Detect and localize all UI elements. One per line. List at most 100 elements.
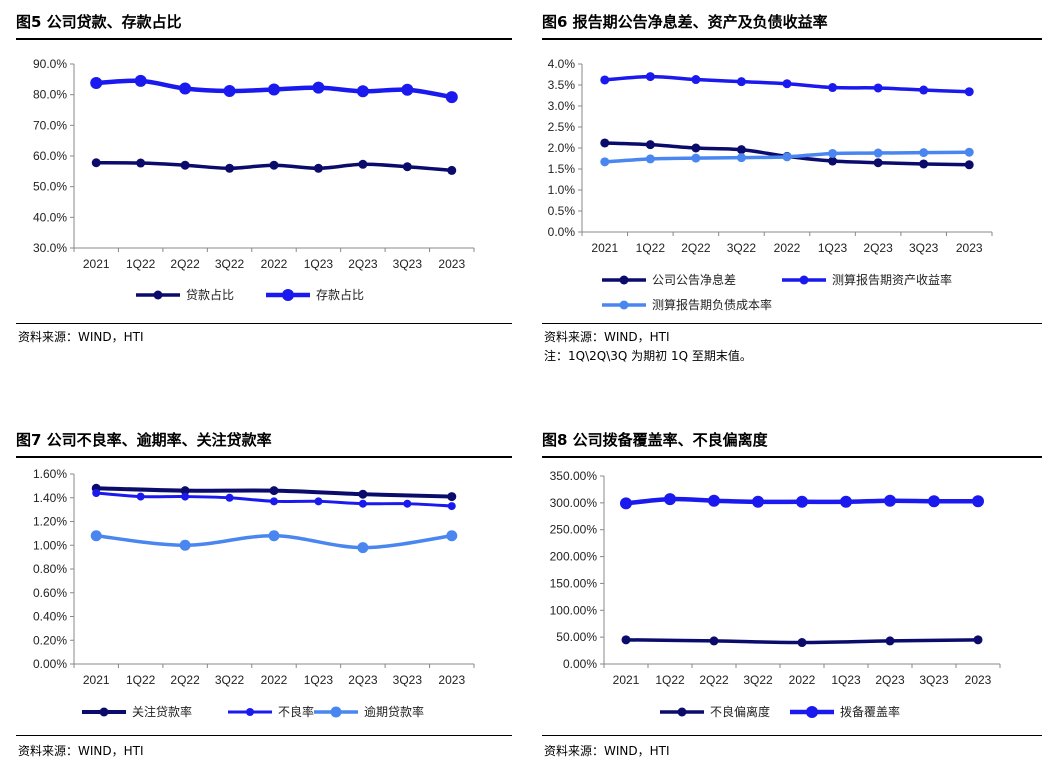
chart-3-plot: 0.00% 0.20% 0.40% 0.60% 0.80% 1.00% 1.20% 1.40%…	[33, 467, 475, 719]
data-point	[973, 635, 983, 645]
chart-1-plot: 30.0% 40.0% 50.0% 60.0% 70.0% 80.0% 90.0% 2021 1…	[33, 57, 475, 302]
title-divider	[16, 38, 512, 40]
data-point	[447, 492, 457, 502]
legend-marker	[330, 706, 342, 718]
x-tick-label: 3Q22	[743, 673, 773, 687]
x-tick-label: 3Q23	[919, 673, 949, 687]
data-point	[446, 530, 458, 542]
legend: 关注贷款率 不良率 逾期贷款率	[82, 704, 424, 719]
legend-marker	[282, 289, 294, 301]
x-tick-label: 1Q23	[304, 257, 334, 271]
x-tick-label: 1Q22	[655, 673, 685, 687]
data-point	[180, 160, 190, 170]
data-point	[314, 497, 323, 506]
data-point	[270, 497, 278, 506]
data-point	[873, 148, 883, 158]
data-point	[313, 163, 323, 173]
y-tick-label: 0.40%	[33, 610, 67, 624]
data-point	[621, 635, 631, 645]
data-point	[447, 165, 457, 175]
legend: 贷款占比 存款占比	[136, 287, 364, 302]
data-point	[919, 85, 929, 95]
data-point	[223, 84, 236, 97]
data-point	[919, 159, 929, 169]
legend-label: 不良率	[278, 704, 314, 719]
source-divider	[542, 323, 1042, 324]
x-tick-label: 2023	[438, 673, 465, 687]
x-tick-label: 2Q22	[170, 673, 200, 687]
title-divider	[542, 38, 1042, 40]
y-tick-label: 0.20%	[33, 633, 67, 647]
y-tick-label: 200.00%	[550, 550, 598, 564]
legend-marker	[806, 706, 818, 718]
data-point	[179, 82, 192, 95]
y-tick-label: 0.60%	[33, 586, 67, 600]
x-tick-label: 2022	[261, 257, 288, 271]
chart-4-plot: 0.00% 50.00% 100.00% 150.00% 200.00% 250.00% 3…	[550, 469, 1001, 719]
data-point	[92, 489, 101, 497]
y-tick-label: 0.0%	[548, 225, 576, 239]
data-point	[972, 495, 984, 508]
x-tick-label: 2023	[965, 673, 992, 687]
y-tick-label: 3.5%	[548, 78, 576, 92]
data-point	[645, 154, 655, 164]
data-point	[664, 493, 676, 506]
data-point	[179, 539, 191, 551]
x-tick-label: 3Q22	[727, 241, 757, 255]
y-tick-label: 80.0%	[33, 88, 67, 102]
data-point	[645, 140, 655, 150]
chart-title-2: 图6 报告期公告净息差、资产及负债收益率	[542, 13, 828, 31]
data-point	[709, 636, 719, 646]
y-tick-label: 2.0%	[548, 141, 576, 155]
data-point	[268, 83, 280, 96]
data-point	[600, 75, 610, 85]
data-point	[964, 160, 974, 170]
y-tick-label: 1.5%	[548, 162, 576, 176]
data-point	[402, 162, 412, 172]
data-point	[708, 494, 720, 507]
data-point	[269, 486, 279, 496]
y-tick-label: 0.00%	[563, 657, 597, 671]
legend-marker	[619, 300, 629, 310]
x-tick-label: 3Q22	[215, 257, 245, 271]
data-point	[445, 91, 458, 104]
data-point	[181, 492, 190, 501]
legend: 不良偏离度 拨备覆盖率	[660, 704, 900, 719]
legend-marker	[99, 707, 109, 717]
x-tick-label: 2021	[591, 241, 618, 255]
source-divider	[16, 323, 512, 324]
data-point	[873, 158, 883, 168]
title-divider	[16, 456, 512, 458]
data-point	[134, 74, 147, 87]
data-point	[691, 75, 701, 85]
legend-marker	[246, 708, 254, 716]
y-tick-label: 60.0%	[33, 149, 67, 163]
data-point	[828, 156, 838, 166]
y-tick-label: 350.00%	[550, 469, 598, 483]
x-tick-label: 2021	[613, 673, 640, 687]
data-point	[736, 145, 746, 155]
legend-label: 测算报告期资产收益率	[832, 272, 952, 287]
legend-label: 拨备覆盖率	[840, 704, 900, 719]
legend-label: 测算报告期负债成本率	[652, 297, 772, 312]
data-point	[782, 79, 792, 89]
data-point	[691, 153, 701, 163]
data-point	[884, 494, 896, 507]
data-point	[136, 158, 146, 168]
data-point	[752, 495, 764, 508]
x-tick-label: 2022	[789, 673, 816, 687]
data-point	[736, 77, 746, 87]
chart-title-4: 图8 公司拨备覆盖率、不良偏离度	[542, 431, 768, 449]
data-point	[620, 497, 632, 510]
chart-title-1: 图5 公司贷款、存款占比	[16, 13, 182, 31]
data-point	[873, 83, 883, 93]
data-point	[358, 159, 368, 169]
source-text-2: 资料来源：WIND，HTI	[544, 330, 670, 344]
y-tick-label: 30.0%	[33, 241, 67, 255]
data-point	[269, 160, 279, 170]
source-text-4: 资料来源：WIND，HTI	[544, 744, 670, 758]
data-point	[919, 148, 929, 158]
x-tick-label: 3Q23	[393, 673, 423, 687]
x-tick-label: 1Q22	[636, 241, 666, 255]
data-point	[312, 81, 325, 94]
